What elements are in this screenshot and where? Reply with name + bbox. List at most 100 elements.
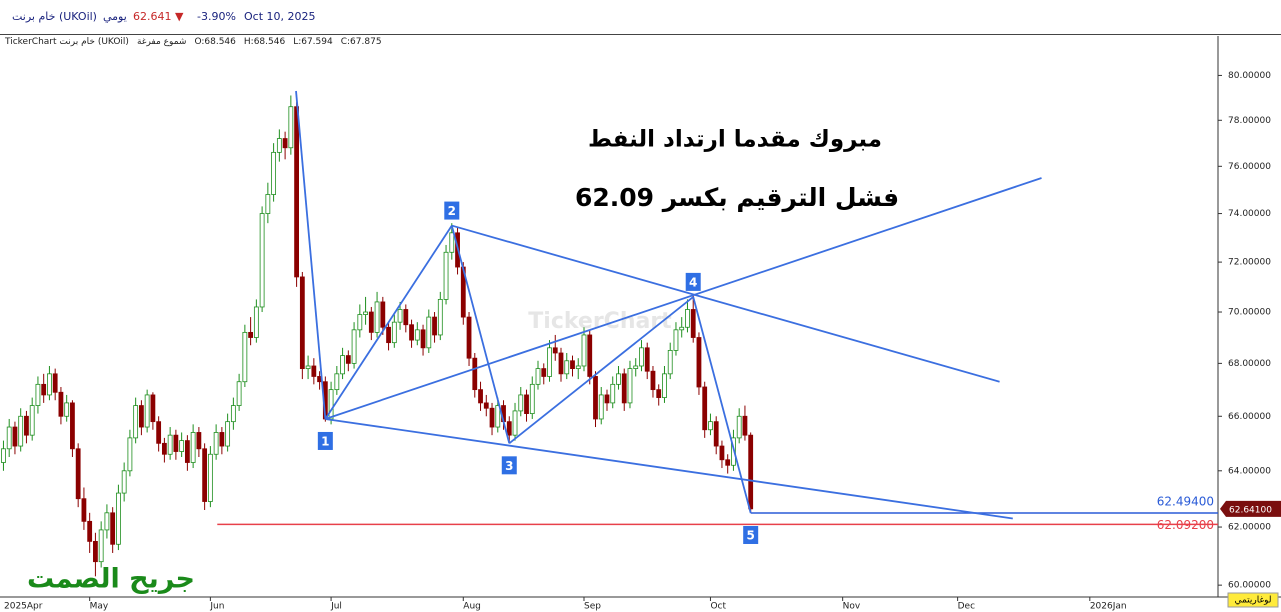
candle-body	[604, 394, 610, 404]
candle-body	[202, 448, 208, 502]
trend-line	[324, 225, 453, 420]
y-tick-label: 74.00000	[1228, 209, 1271, 219]
candle-body	[403, 309, 409, 326]
x-tick-label: Dec	[958, 602, 975, 612]
y-tick-label: 76.00000	[1228, 162, 1271, 172]
price-line-label: 62.09200	[1157, 518, 1214, 532]
candle-body	[564, 360, 570, 375]
trend-line	[325, 418, 1013, 520]
candle-body	[593, 376, 598, 420]
trend-line	[508, 296, 694, 445]
candle-body	[133, 405, 139, 439]
candle-body	[41, 383, 47, 396]
candle-body	[236, 381, 242, 406]
trend-line	[295, 90, 327, 420]
candle-body	[357, 314, 363, 331]
candle-body	[506, 421, 512, 436]
candle-body	[639, 347, 644, 367]
symbol: خام برنت (UKOil)	[12, 10, 97, 23]
candle-body	[190, 432, 196, 463]
candle-body	[518, 394, 524, 412]
candle-body	[466, 316, 472, 359]
candle-body	[489, 407, 495, 428]
price: 62.641	[133, 10, 172, 23]
candle-body	[253, 306, 259, 338]
candle-body	[581, 334, 587, 367]
x-tick-label: 2025Apr	[4, 602, 43, 612]
arrow: ▼	[175, 10, 184, 23]
candle-body	[437, 299, 443, 336]
x-tick-label: Sep	[584, 602, 601, 612]
y-tick-label: 80.00000	[1228, 71, 1271, 81]
price-line-label: 62.49400	[1157, 494, 1214, 508]
candle-body	[70, 402, 75, 450]
candle-body	[18, 415, 24, 447]
candle-body	[127, 437, 133, 472]
candle-body	[1, 448, 6, 463]
scale-label: لوغاريتمي	[1234, 596, 1271, 606]
candle-body	[219, 432, 225, 447]
candle-body	[690, 309, 696, 338]
candle-body	[93, 540, 98, 563]
candle-body	[64, 402, 70, 417]
candle-body	[627, 368, 633, 404]
y-tick-label: 62.00000	[1228, 523, 1271, 533]
y-tick-label: 68.00000	[1228, 359, 1271, 369]
trend-line	[692, 296, 752, 514]
candle-body	[58, 391, 64, 417]
candle-body	[472, 357, 478, 391]
signature: جريح الصمت	[27, 564, 195, 595]
candle-body	[116, 492, 121, 545]
candle-body	[748, 434, 754, 510]
candle-body	[12, 426, 18, 447]
change: -3.90%	[197, 10, 236, 23]
candle-body	[397, 309, 403, 323]
candle-body	[184, 440, 190, 463]
candle-body	[547, 347, 552, 377]
candle-body	[179, 440, 185, 452]
candle-body	[288, 106, 294, 149]
candle-body	[351, 329, 357, 364]
wave-marker	[317, 431, 333, 450]
watermark: TickerChart	[528, 309, 672, 334]
candle-body	[426, 316, 432, 349]
candle-body	[529, 383, 535, 414]
wave-marker	[743, 525, 759, 544]
candle-body	[650, 370, 656, 391]
candle-body	[173, 434, 179, 452]
candle-body	[719, 445, 725, 461]
x-tick-label: Aug	[463, 602, 481, 612]
candle-body	[558, 352, 564, 375]
candle-body	[29, 405, 35, 436]
candle-body	[225, 421, 231, 447]
x-tick-label: Jun	[209, 602, 224, 612]
candle-body	[374, 301, 380, 333]
candle-body	[110, 512, 116, 545]
scale-badge	[1227, 592, 1279, 608]
candle-body	[139, 405, 144, 428]
last-price-label: 62.64100	[1229, 505, 1272, 515]
candle-body	[443, 251, 449, 300]
candle-body	[150, 394, 156, 423]
candle-body	[483, 402, 489, 409]
last-price-box	[1220, 500, 1281, 517]
candle-body	[24, 415, 29, 436]
candle-body	[386, 326, 391, 344]
x-tick-label: Oct	[710, 602, 726, 612]
candle-body	[478, 389, 483, 404]
header: خام برنت (UKOil) يومي 62.641 ▼ -3.90% Oc…	[0, 0, 1281, 35]
y-tick-label: 72.00000	[1228, 258, 1271, 268]
style: شموع مفرغة	[136, 37, 187, 47]
candle-body	[616, 373, 621, 385]
candle-body	[207, 453, 213, 502]
wave-label: 3	[505, 459, 513, 473]
candle-body	[702, 386, 708, 431]
candle-body	[311, 365, 317, 377]
candle-body	[449, 232, 455, 253]
candle-body	[52, 373, 58, 393]
y-tick-label: 70.00000	[1228, 308, 1271, 318]
candle-body	[242, 331, 248, 383]
candle-body	[368, 311, 374, 333]
candle-body	[512, 410, 518, 436]
